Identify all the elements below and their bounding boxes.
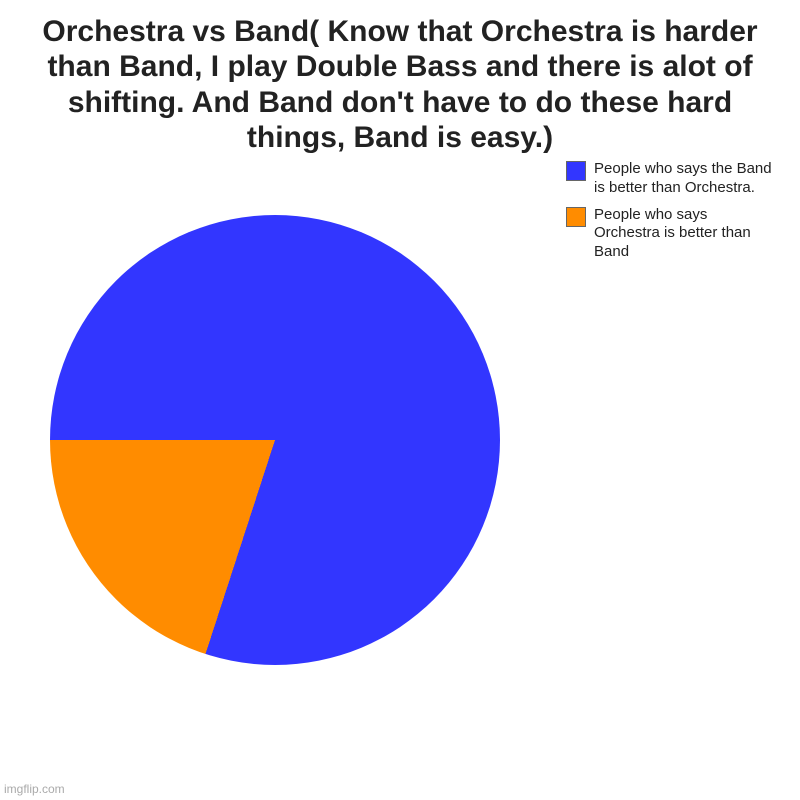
legend-label-1: People who says Orchestra is better than… — [594, 206, 776, 262]
legend-label-0: People who says the Band is better than … — [594, 160, 776, 198]
chart-title: Orchestra vs Band( Know that Orchestra i… — [0, 0, 800, 156]
legend: People who says the Band is better than … — [566, 160, 776, 270]
pie — [50, 215, 500, 665]
legend-item: People who says the Band is better than … — [566, 160, 776, 198]
chart-area: People who says the Band is better than … — [0, 160, 800, 800]
legend-swatch-0 — [566, 161, 586, 181]
legend-swatch-1 — [566, 207, 586, 227]
pie-chart — [50, 215, 500, 665]
watermark: imgflip.com — [4, 782, 65, 796]
legend-item: People who says Orchestra is better than… — [566, 206, 776, 262]
